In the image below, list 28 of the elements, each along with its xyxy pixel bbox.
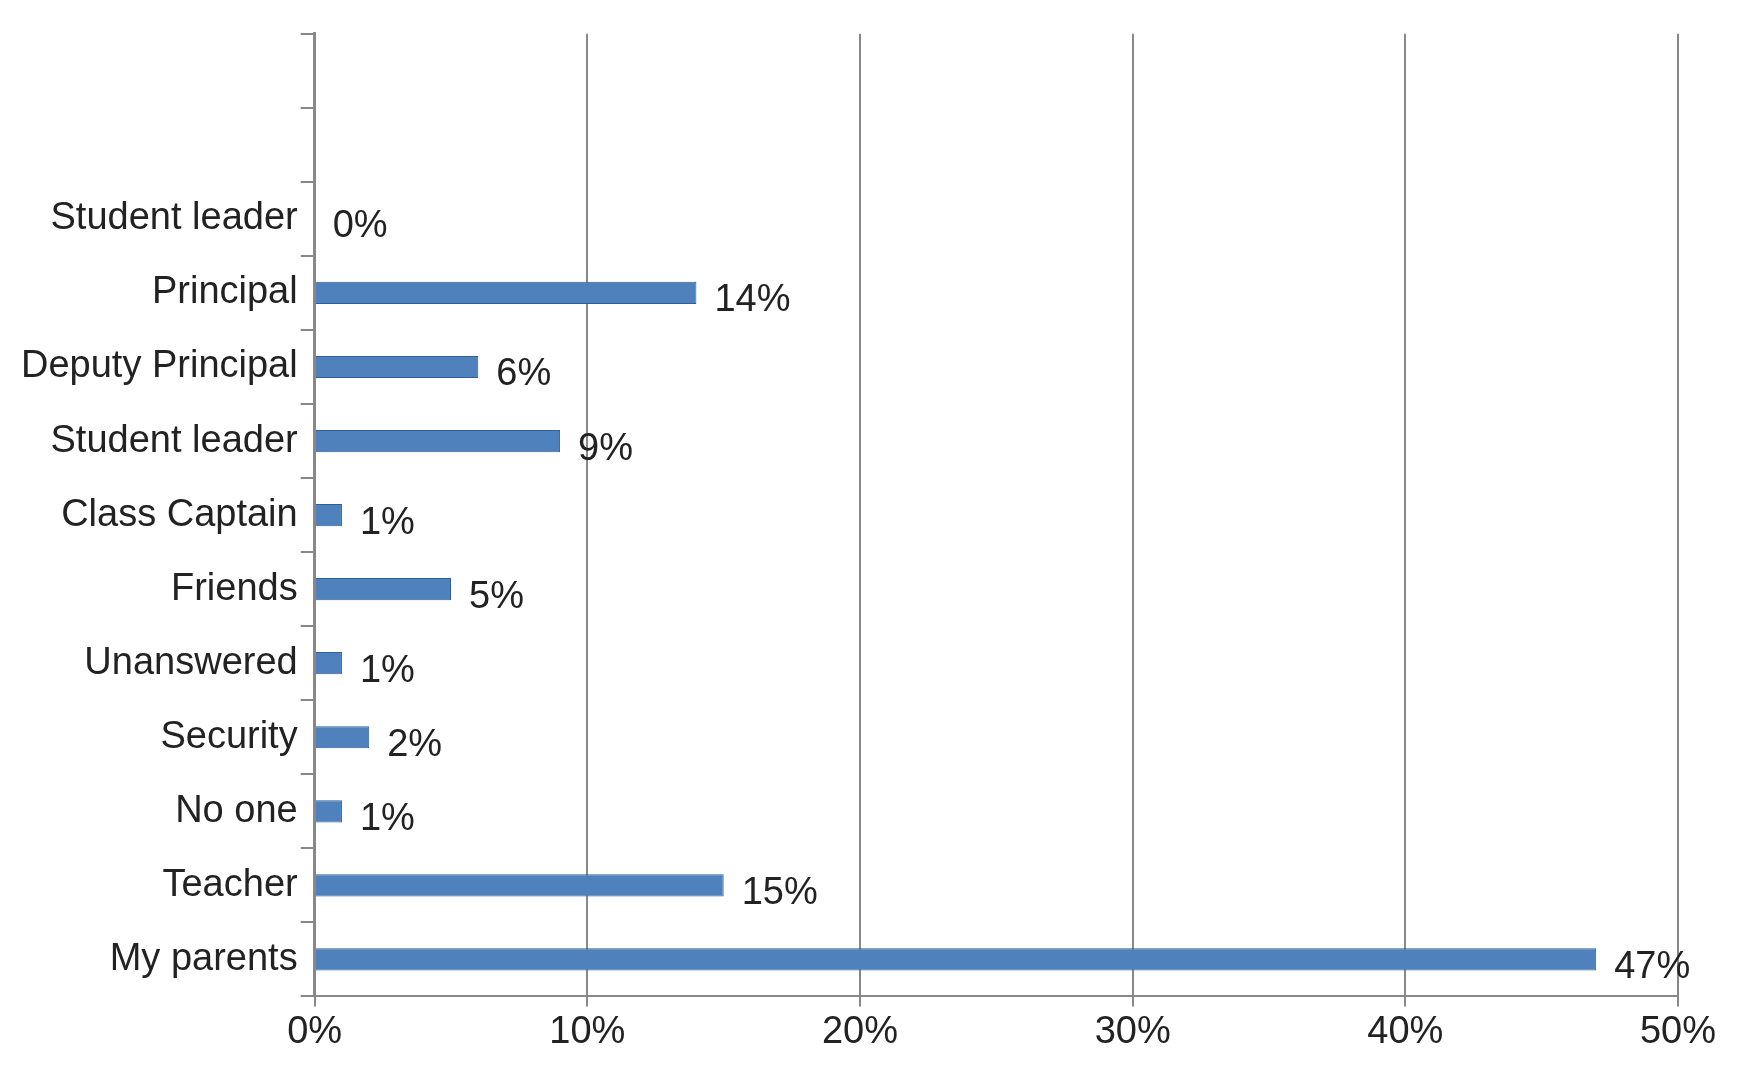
- y-tick-label: Unanswered: [84, 639, 298, 682]
- y-tick-label: Student leader: [50, 195, 299, 238]
- data-label: 5%: [469, 573, 524, 616]
- x-tick-label: 10%: [549, 1008, 626, 1051]
- data-label: 1%: [359, 647, 415, 690]
- x-tick-label: 0%: [287, 1008, 343, 1051]
- data-label: 1%: [359, 499, 415, 542]
- y-tick-label: My parents: [109, 935, 298, 978]
- x-tick-label: 40%: [1367, 1008, 1444, 1051]
- x-tick-label: 30%: [1094, 1008, 1171, 1051]
- data-label: 14%: [714, 277, 791, 320]
- data-label: 0%: [332, 203, 388, 246]
- y-tick-label: Deputy Principal: [21, 343, 298, 386]
- data-label: 9%: [578, 425, 634, 468]
- data-label: 6%: [496, 351, 552, 394]
- data-label: 2%: [387, 721, 443, 764]
- y-tick-label: Student leader: [50, 417, 299, 460]
- y-tick-label: No one: [175, 787, 298, 830]
- y-tick-label: Teacher: [162, 861, 299, 904]
- y-tick-label: Security: [160, 713, 298, 756]
- y-tick-label: Friends: [170, 565, 298, 608]
- x-tick-label: 20%: [821, 1008, 899, 1051]
- data-label: 47%: [1614, 943, 1691, 986]
- data-label: 1%: [359, 795, 415, 838]
- x-tick-label: 50%: [1639, 1008, 1717, 1051]
- data-label: 15%: [741, 869, 818, 912]
- y-tick-label: Class Captain: [61, 491, 298, 534]
- y-tick-label: Principal: [151, 269, 298, 312]
